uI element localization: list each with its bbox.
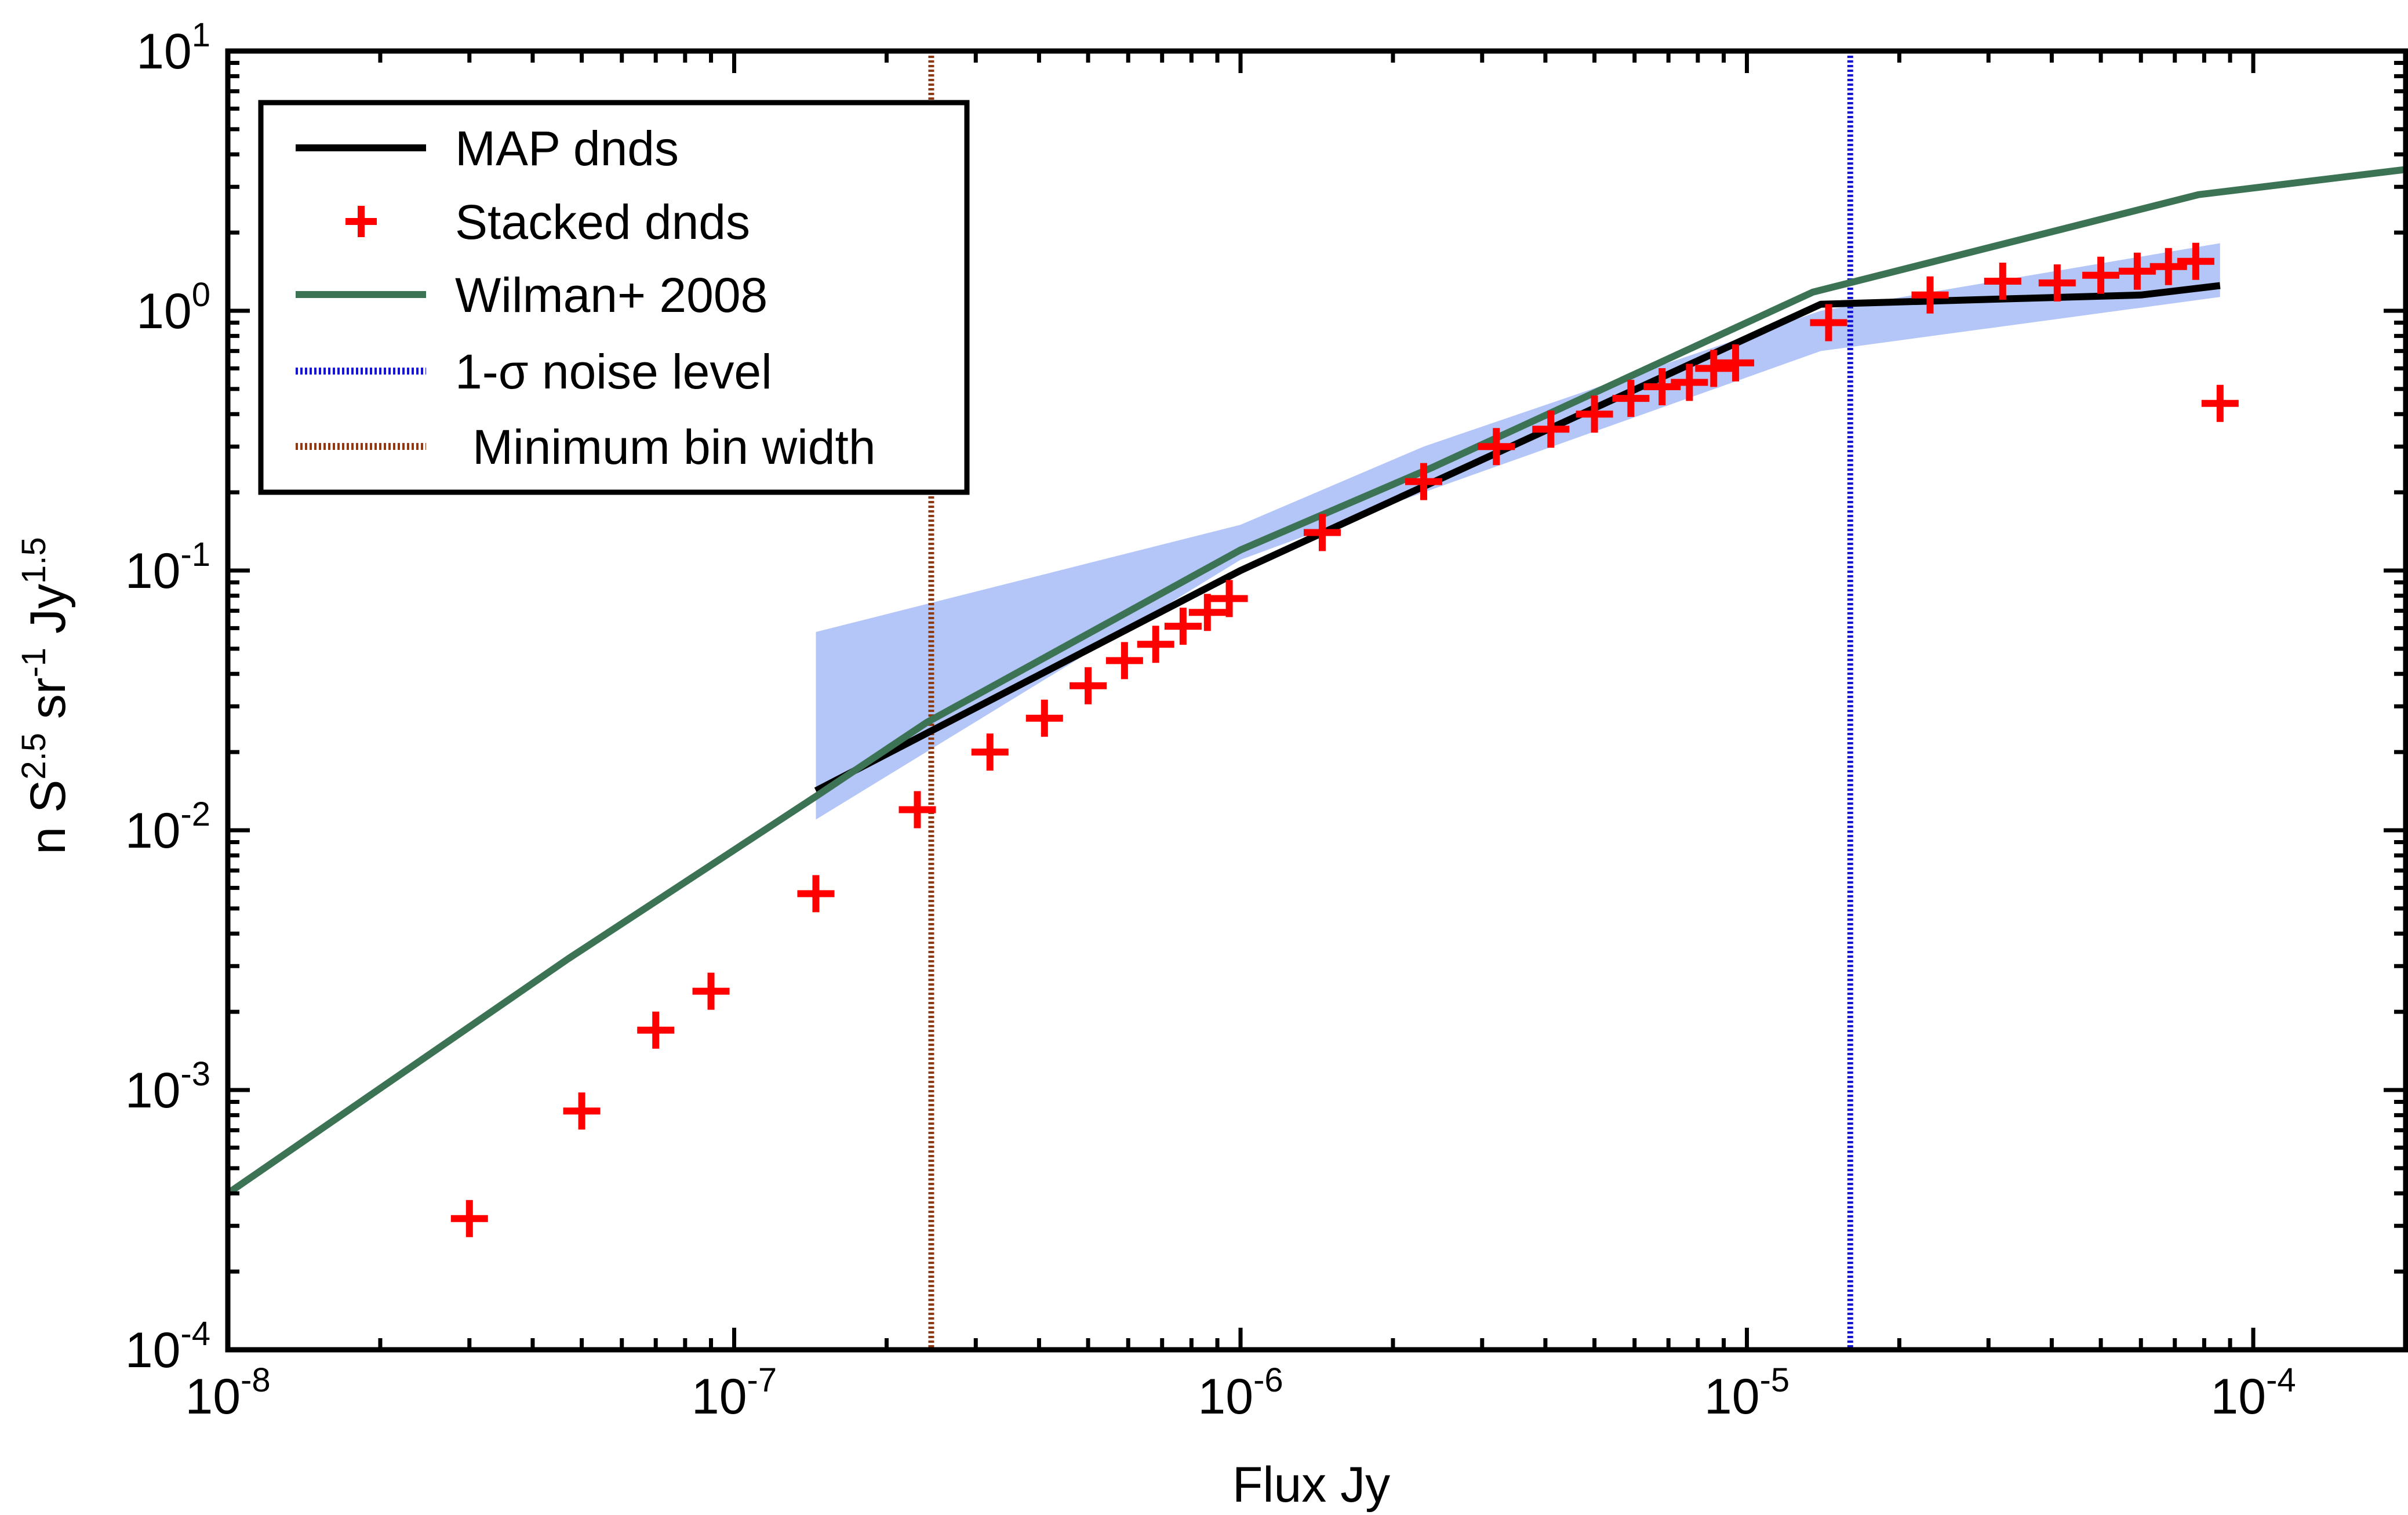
legend-label-stacked-dnds: Stacked dnds	[455, 195, 750, 249]
legend-label-noise-level: 1-σ noise level	[455, 344, 772, 399]
stacked-dnds-point	[1532, 410, 1570, 448]
axis-ticks	[225, 49, 2408, 1352]
y-tick-label: 101	[136, 16, 210, 79]
stacked-dnds-point	[692, 972, 730, 1010]
stacked-dnds-point	[2177, 242, 2214, 280]
legend-swatch-stacked-dnds	[345, 206, 377, 237]
y-tick-label: 10-1	[125, 536, 210, 599]
stacked-dnds-point	[1695, 350, 1733, 387]
stacked-dnds-point	[563, 1092, 601, 1130]
stacked-dnds-point	[2149, 248, 2187, 285]
stacked-dnds-point	[1303, 514, 1341, 551]
stacked-dnds-point	[1671, 364, 1708, 401]
y-tick-label: 10-4	[125, 1315, 210, 1378]
stacked-dnds-point	[2118, 252, 2156, 290]
uncertainty-band	[816, 243, 2220, 820]
stacked-dnds-point	[1643, 368, 1681, 406]
stacked-dnds-point	[1576, 395, 1613, 433]
stacked-dnds-point	[1210, 580, 1248, 617]
stacked-dnds-point	[1164, 608, 1202, 645]
legend-label-wilman: Wilman+ 2008	[455, 268, 767, 322]
x-axis-title: Flux Jy	[1232, 1457, 1390, 1513]
wilman-2008-line	[228, 166, 2406, 1197]
legend: MAP dnds Stacked dnds Wilman+ 2008 1-σ n…	[258, 100, 970, 495]
axes	[225, 48, 2408, 1353]
stacked-dnds-point	[1405, 463, 1442, 500]
x-tick-label: 10-4	[2210, 1361, 2296, 1425]
legend-label-map-dnds: MAP dnds	[455, 121, 679, 176]
stacked-dnds-point	[2201, 384, 2239, 422]
stacked-dnds-point	[1188, 594, 1226, 631]
stacked-dnds-point	[971, 733, 1009, 771]
map-dnds-line	[814, 282, 2221, 794]
stacked-dnds-point	[1070, 667, 1107, 704]
x-tick-label: 10-5	[1704, 1361, 1789, 1425]
x-tick-label: 10-6	[1198, 1361, 1283, 1425]
stacked-dnds-point	[1984, 262, 2021, 300]
stacked-dnds-point	[1612, 380, 1650, 417]
stacked-dnds-point	[1810, 304, 1847, 341]
x-tick-label: 10-7	[692, 1361, 777, 1425]
stacked-dnds-point	[1478, 428, 1515, 466]
stacked-dnds-point	[1717, 344, 1755, 382]
stacked-dnds-point	[797, 875, 835, 913]
stacked-dnds-point	[1025, 699, 1063, 737]
stacked-dnds-point	[637, 1011, 675, 1049]
y-tick-label: 100	[136, 276, 210, 339]
stacked-dnds-point	[1105, 642, 1143, 680]
stacked-dnds-point	[450, 1200, 488, 1237]
legend-label-min-bin-width: Minimum bin width	[472, 420, 876, 474]
tick-labels: 10-8 10-7 10-6 10-5 10-4 10-4 10-3 10-2 10-1 100 1…	[125, 16, 2296, 1425]
stacked-dnds-point	[1911, 276, 1949, 314]
x-tick-label: 10-8	[185, 1361, 270, 1425]
y-tick-label: 10-3	[125, 1055, 210, 1118]
plot-area	[228, 51, 2406, 1350]
stacked-dnds-point	[1137, 626, 1174, 663]
y-axis-title: n S2.5 sr-1 Jy1.5	[15, 537, 76, 854]
stacked-dnds-point	[899, 791, 936, 829]
stacked-dnds-point	[2082, 256, 2120, 294]
y-tick-label: 10-2	[125, 795, 210, 859]
stacked-dnds-point	[2038, 264, 2076, 301]
plot-frame	[225, 48, 2408, 1353]
